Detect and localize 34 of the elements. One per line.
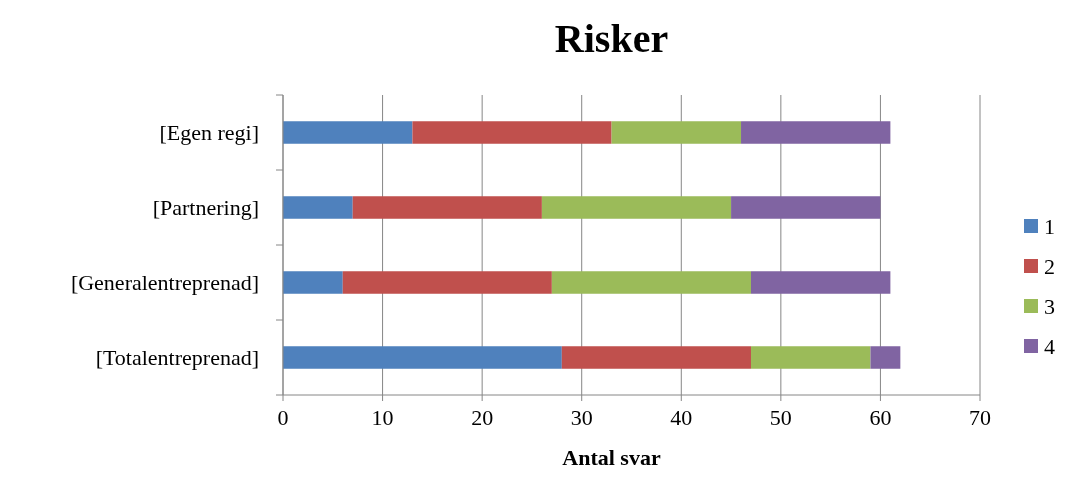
y-tick-label: [Partnering]	[152, 195, 259, 221]
y-tick-label: [Egen regi]	[159, 120, 259, 146]
legend-label: 1	[1044, 213, 1055, 239]
bar	[561, 346, 751, 369]
bar	[352, 196, 542, 219]
bar	[611, 121, 742, 144]
bar	[541, 196, 732, 219]
x-tick-label: 10	[371, 405, 394, 430]
chart-title: Risker	[554, 16, 669, 61]
bar	[283, 271, 343, 294]
legend-label: 2	[1044, 253, 1055, 279]
bar	[741, 121, 891, 144]
bar	[750, 346, 871, 369]
legend-label: 3	[1044, 293, 1055, 319]
bar	[731, 196, 881, 219]
x-tick-label: 0	[277, 405, 289, 430]
x-axis-title: Antal svar	[562, 445, 661, 470]
x-tick-label: 40	[670, 405, 693, 430]
x-tick-label: 60	[869, 405, 892, 430]
bar	[283, 346, 562, 369]
bar	[342, 271, 552, 294]
bar	[283, 196, 353, 219]
x-tick-label: 50	[769, 405, 792, 430]
y-tick-label: [Totalentreprenad]	[95, 345, 259, 371]
bar	[870, 346, 901, 369]
x-tick-label: 70	[969, 405, 991, 430]
legend-label: 4	[1044, 333, 1055, 359]
x-tick-label: 30	[570, 405, 593, 430]
bar	[412, 121, 612, 144]
y-tick-label: [Generalentreprenad]	[70, 270, 259, 296]
bar	[551, 271, 751, 294]
x-tick-label: 20	[471, 405, 494, 430]
bar	[750, 271, 891, 294]
bar	[283, 121, 413, 144]
